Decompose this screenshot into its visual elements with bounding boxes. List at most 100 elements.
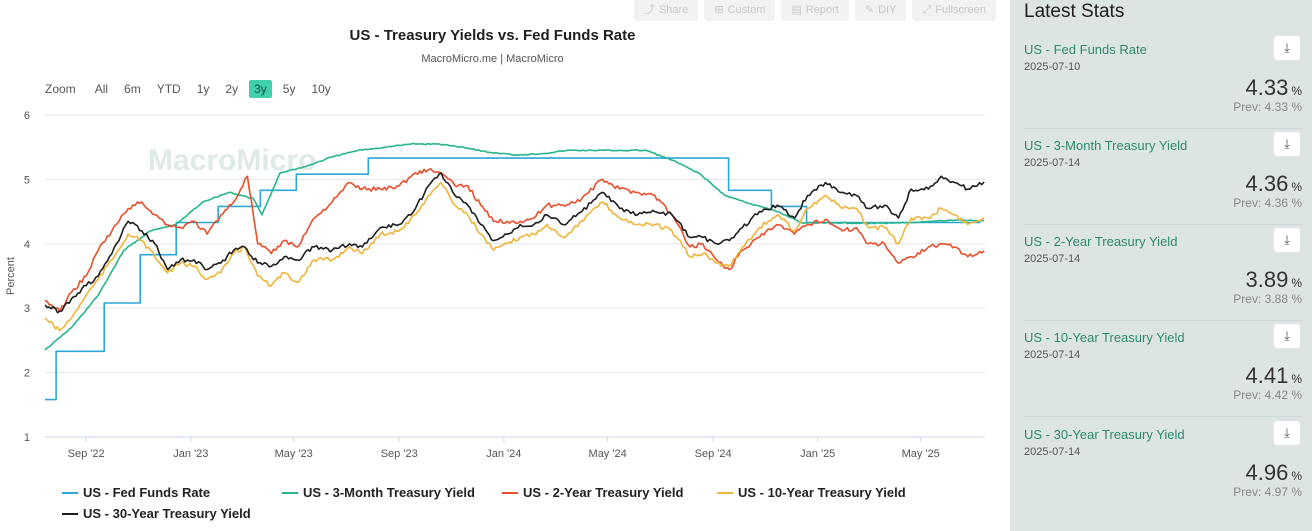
legend-item[interactable]: US - Fed Funds Rate	[62, 485, 210, 500]
legend-label: US - 2-Year Treasury Yield	[523, 485, 684, 500]
zoom-2y-button[interactable]: 2y	[225, 82, 239, 96]
share-label: Share	[658, 4, 689, 16]
y-tick-label: 5	[24, 174, 30, 186]
download-button[interactable]: ⤓	[1274, 228, 1300, 252]
custom-icon: ⊞	[714, 4, 724, 16]
y-tick-label: 4	[24, 239, 30, 251]
series-line-5	[44, 172, 985, 314]
chart-title: US - Treasury Yields vs. Fed Funds Rate	[349, 27, 636, 44]
stat-date: 2025-07-10	[1024, 61, 1081, 73]
report-button[interactable]: ▤ Report	[781, 0, 849, 21]
stat-name[interactable]: US - 2-Year Treasury Yield	[1024, 234, 1178, 249]
stat-value-number: 4.33	[1245, 75, 1289, 100]
stat-unit: %	[1291, 180, 1302, 194]
zoom-10y-button[interactable]: 10y	[311, 82, 331, 96]
chart-panel: ⤴ Share ⊞ Custom ▤ Report ✎ DIY ⤢ Fullscreen …	[0, 0, 1000, 521]
zoom-label: Zoom	[45, 82, 76, 96]
stat-card-3m: US - 3-Month Treasury Yield 2025-07-14 ⤓…	[1010, 132, 1312, 234]
download-button[interactable]: ⤓	[1274, 36, 1300, 60]
pencil-icon: ✎	[864, 4, 875, 16]
stat-name[interactable]: US - 10-Year Treasury Yield	[1024, 330, 1185, 345]
zoom-all-button[interactable]: All	[94, 82, 109, 96]
axes: 1 2 3 4 5 6 Sep '22 Jan '23 May '23 Sep '23 Jan '2…	[5, 110, 985, 460]
stat-card-30y: US - 30-Year Treasury Yield 2025-07-14 ⤓…	[1010, 421, 1312, 523]
stat-unit: %	[1291, 372, 1302, 386]
stat-card-fed-funds: US - Fed Funds Rate 2025-07-10 ⤓ 4.33% P…	[1010, 36, 1312, 138]
x-tick-label: May '24	[589, 448, 627, 460]
fullscreen-button[interactable]: ⤢ Fullscreen	[912, 0, 996, 21]
custom-button[interactable]: ⊞ Custom	[704, 0, 776, 21]
zoom-6m-button[interactable]: 6m	[124, 82, 141, 96]
stat-prev: Prev: 4.42 %	[1233, 388, 1302, 402]
legend-label: US - Fed Funds Rate	[83, 485, 211, 500]
download-button[interactable]: ⤓	[1274, 324, 1300, 348]
stat-value-number: 3.89	[1245, 267, 1289, 292]
x-tick-label: Jan '23	[173, 448, 208, 460]
stats-title: Latest Stats	[1024, 1, 1125, 22]
legend-swatch	[282, 491, 298, 494]
stat-value: 4.96%	[1246, 460, 1303, 486]
series-layer	[44, 142, 985, 401]
stat-value: 4.41%	[1246, 363, 1303, 389]
legend-swatch	[717, 491, 733, 494]
stat-prev: Prev: 3.88 %	[1233, 292, 1302, 306]
divider	[1024, 128, 1302, 129]
stat-unit: %	[1291, 84, 1302, 98]
x-tick-label: Sep '22	[68, 448, 105, 460]
divider	[1024, 416, 1302, 417]
stat-name[interactable]: US - Fed Funds Rate	[1024, 42, 1147, 57]
fullscreen-label: Fullscreen	[935, 4, 986, 16]
divider	[1024, 224, 1302, 225]
stat-name[interactable]: US - 3-Month Treasury Yield	[1024, 138, 1188, 153]
zoom-5y-button[interactable]: 5y	[282, 82, 296, 96]
x-tick-label: May '25	[902, 448, 940, 460]
stats-panel: Latest Stats US - Fed Funds Rate 2025-07…	[1010, 0, 1312, 531]
legend-label: US - 10-Year Treasury Yield	[738, 485, 906, 500]
legend-swatch	[502, 491, 518, 494]
stat-prev: Prev: 4.36 %	[1233, 196, 1302, 210]
edit-button[interactable]: ✎ DIY	[854, 0, 907, 21]
zoom-1y-button[interactable]: 1y	[196, 82, 210, 96]
series-line-2	[44, 142, 985, 351]
y-tick-label: 2	[24, 368, 30, 380]
y-axis-title: Percent	[5, 257, 17, 295]
stat-value-number: 4.96	[1245, 460, 1289, 485]
zoom-ytd-button[interactable]: YTD	[156, 82, 181, 96]
chart-subtitle: MacroMicro.me | MacroMicro	[421, 53, 564, 65]
legend-item[interactable]: US - 2-Year Treasury Yield	[502, 485, 683, 500]
watermark-text: MacroMicro	[148, 144, 316, 177]
zoom-3y-button[interactable]: 3y	[249, 80, 272, 98]
stat-name[interactable]: US - 30-Year Treasury Yield	[1024, 427, 1185, 442]
divider	[1024, 320, 1302, 321]
legend-label: US - 30-Year Treasury Yield	[83, 506, 251, 521]
download-icon: ⤓	[1284, 328, 1290, 343]
stat-value-number: 4.36	[1245, 171, 1289, 196]
legend-item[interactable]: US - 10-Year Treasury Yield	[717, 485, 906, 500]
stat-value-number: 4.41	[1245, 363, 1289, 388]
series-line-3	[44, 168, 985, 313]
legend-swatch	[62, 491, 78, 494]
download-button[interactable]: ⤓	[1274, 132, 1300, 156]
download-button[interactable]: ⤓	[1274, 421, 1300, 445]
stat-date: 2025-07-14	[1024, 446, 1081, 458]
stat-date: 2025-07-14	[1024, 349, 1081, 361]
download-icon: ⤓	[1284, 40, 1290, 55]
stat-date: 2025-07-14	[1024, 253, 1081, 265]
series-line-1	[45, 157, 981, 401]
stat-date: 2025-07-14	[1024, 157, 1081, 169]
edit-label: DIY	[878, 4, 897, 16]
legend-label: US - 3-Month Treasury Yield	[303, 485, 475, 500]
chart-plot[interactable]: MacroMicro 1 2 3 4 5 6 Sep '22 Jan '23 May '23 Se…	[0, 100, 1000, 480]
x-tick-label: Jan '24	[486, 448, 521, 460]
custom-label: Custom	[727, 4, 766, 16]
share-button[interactable]: ⤴ Share	[633, 0, 699, 21]
stat-value: 4.36%	[1246, 171, 1303, 197]
legend-item[interactable]: US - 3-Month Treasury Yield	[282, 485, 475, 500]
stat-card-2y: US - 2-Year Treasury Yield 2025-07-14 ⤓ …	[1010, 228, 1312, 330]
y-tick-label: 6	[24, 110, 30, 122]
report-label: Report	[805, 4, 839, 16]
legend-item[interactable]: US - 30-Year Treasury Yield	[62, 506, 251, 521]
stat-value: 3.89%	[1246, 267, 1303, 293]
stat-prev: Prev: 4.33 %	[1233, 100, 1302, 114]
